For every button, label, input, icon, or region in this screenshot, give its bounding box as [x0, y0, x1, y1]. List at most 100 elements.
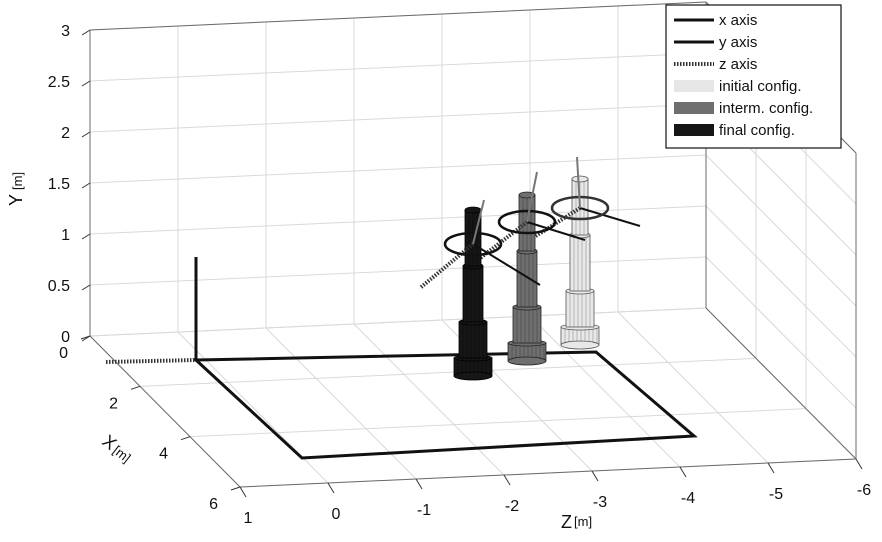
- robot-segment: [462, 265, 484, 323]
- z-tick-label: -6: [857, 482, 871, 499]
- axes-box-edge: [89, 1, 707, 31]
- z-tick-label: -1: [417, 502, 431, 519]
- robot-x-axis: [472, 243, 541, 286]
- z-tick-label: 1: [244, 510, 253, 527]
- legend: x axis y axis z axis initial config. interm.…: [665, 4, 842, 149]
- z-tick-label: -3: [593, 494, 607, 511]
- x-tick-label: 4: [159, 446, 168, 463]
- z-tick-mark: [591, 470, 599, 482]
- robot-x-axis: [579, 207, 641, 227]
- robot-interm-config: [468, 171, 586, 366]
- y-tick-label: 0: [61, 329, 70, 346]
- floor-rectangle: [105, 257, 698, 460]
- grid-line-backwall-y: [89, 256, 707, 286]
- legend-label: z axis: [719, 56, 757, 73]
- grid-line-floor-z: [529, 315, 681, 468]
- z-tick-mark: [679, 466, 687, 478]
- y-tick-label: 2.5: [48, 74, 70, 91]
- axes-box-edge: [705, 307, 857, 460]
- grid-line-floor-x: [89, 307, 707, 337]
- y-axis-label-main: Y: [6, 194, 26, 206]
- grid-line-floor-z: [177, 331, 329, 484]
- grid-line-floor-z: [353, 323, 505, 476]
- y-tick-label: 1: [61, 227, 70, 244]
- grid-line-floor-z: [617, 311, 769, 464]
- y-tick-mark: [81, 284, 91, 291]
- y-tick-label: 0.5: [48, 278, 70, 295]
- z-tick-label: -2: [505, 498, 519, 515]
- grid-line-backwall-y: [89, 103, 707, 133]
- y-tick-label: 2: [61, 125, 70, 142]
- x-tick-label: 0: [59, 345, 68, 362]
- z-tick-mark: [855, 458, 863, 470]
- robot-y-axis: [576, 156, 581, 209]
- grid-line-sidewall-y: [705, 256, 857, 409]
- axes-box-edge: [239, 458, 857, 488]
- legend-label: interm. config.: [719, 100, 813, 117]
- z-tick-label: -4: [681, 490, 695, 507]
- floor-outline: [192, 350, 698, 460]
- legend-label: initial config.: [719, 78, 802, 95]
- robot-x-axis: [526, 221, 586, 241]
- legend-label: y axis: [719, 34, 757, 51]
- grid-line-backwall-y: [89, 154, 707, 184]
- z-axis-label-unit: [m]: [574, 514, 592, 529]
- robot-base-cap: [507, 356, 547, 366]
- z-tick-mark: [415, 478, 423, 490]
- x-tick-mark: [130, 385, 141, 390]
- robot-final-config: [418, 199, 541, 381]
- legend-swatch: [674, 124, 714, 136]
- robot-segment: [565, 290, 595, 328]
- robot-wheel: [497, 209, 557, 235]
- robot-segment: [516, 250, 538, 308]
- legend-swatch: [674, 102, 714, 114]
- z-axis-label-main: Z: [561, 512, 572, 532]
- z-tick-mark: [767, 462, 775, 474]
- z-axis-label: Z [m]: [561, 512, 592, 532]
- z-tick-label: -5: [769, 486, 783, 503]
- grid-line-floor-x: [189, 408, 807, 438]
- robot-base-cap: [560, 340, 600, 350]
- z-tick-mark: [327, 482, 335, 494]
- y-tick-mark: [81, 29, 91, 36]
- robot-segment-cap: [518, 191, 536, 199]
- grid-line-sidewall-y: [705, 154, 857, 307]
- grid-line-sidewall-y: [705, 205, 857, 358]
- legend-label: final config.: [719, 122, 795, 139]
- legend-swatch: [674, 80, 714, 92]
- x-tick-mark: [80, 335, 91, 340]
- x-tick-mark: [230, 486, 241, 491]
- grid-line-backwall-y: [89, 52, 707, 82]
- y-axis-label-unit: [m]: [10, 172, 25, 190]
- y-axis-label: Y [m]: [6, 172, 26, 206]
- z-tick-label: 0: [332, 506, 341, 523]
- robot-configurations: [418, 156, 641, 381]
- legend-label: x axis: [719, 12, 757, 29]
- robot-segment-cap: [464, 206, 482, 214]
- robot-y-axis: [526, 171, 538, 223]
- y-tick-label: 1.5: [48, 176, 70, 193]
- y-tick-label: 3: [61, 23, 70, 40]
- robot-base-cap: [453, 371, 493, 381]
- y-tick-mark: [81, 131, 91, 138]
- z-tick-mark: [239, 486, 247, 498]
- tick-labels: 0 0.5 1 1.5 2 2.5 3 0 2 4 6 1 0 -1 -2 -3 -4 -5 -6: [48, 23, 871, 527]
- robot-wheel: [443, 231, 503, 257]
- robot-segment: [569, 234, 591, 292]
- robot-z-axis: [418, 242, 475, 290]
- y-tick-mark: [81, 233, 91, 240]
- z-tick-mark: [503, 474, 511, 486]
- robot-y-axis: [472, 199, 485, 245]
- y-tick-mark: [81, 182, 91, 189]
- robot-segment-cap: [571, 175, 589, 183]
- grid-line-floor-x: [139, 357, 757, 387]
- x-axis-label: X [m]: [98, 431, 133, 466]
- x-tick-label: 6: [209, 496, 218, 513]
- x-tick-mark: [180, 436, 191, 441]
- grid-line-backwall-y: [89, 205, 707, 235]
- x-tick-label: 2: [109, 395, 118, 412]
- world-z-axis: [105, 358, 197, 364]
- y-tick-mark: [81, 80, 91, 87]
